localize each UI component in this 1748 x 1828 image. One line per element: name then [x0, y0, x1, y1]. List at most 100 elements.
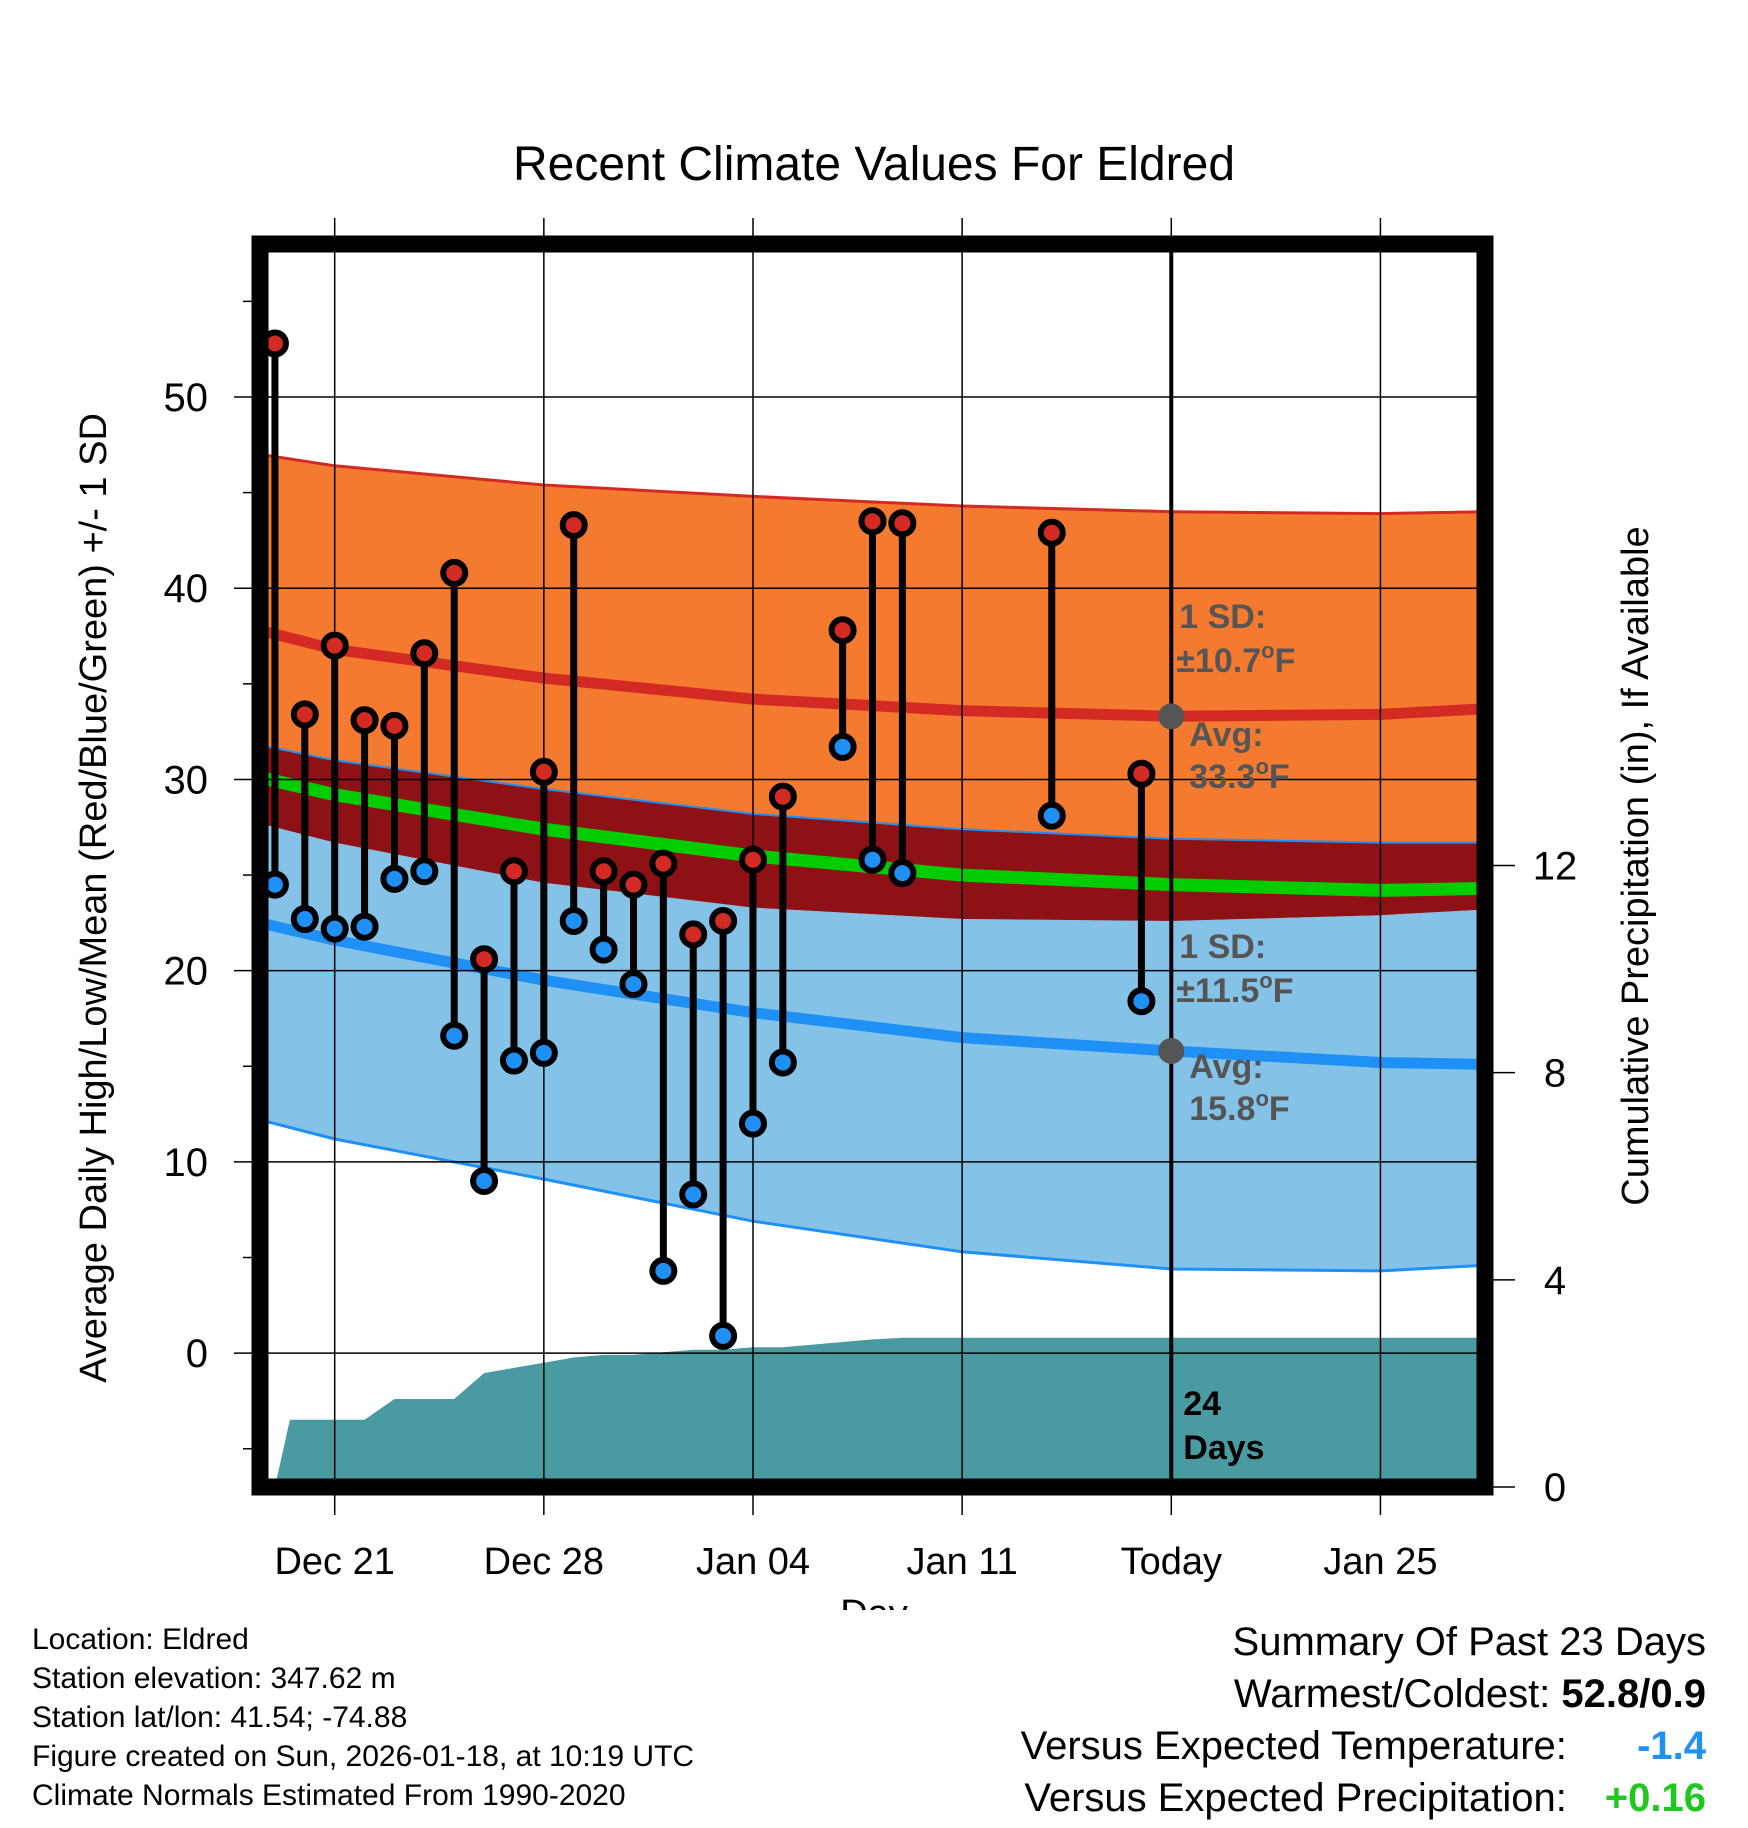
high-sd-value: ±10.7oF — [1176, 638, 1295, 680]
observed-high-point — [768, 782, 797, 811]
today-low-avg-marker — [1158, 1037, 1185, 1064]
summary-panel: Summary Of Past 23 Days Warmest/Coldest:… — [1021, 1616, 1706, 1824]
y2-axis-label: Cumulative Precipitation (in), If Availa… — [1615, 526, 1657, 1205]
observed-high-point — [290, 700, 319, 729]
y-tick-label: 30 — [164, 758, 209, 802]
today-high-avg-marker — [1158, 703, 1185, 730]
x-tick-label: Jan 25 — [1323, 1541, 1437, 1583]
y-axis-label: Average Daily High/Low/Mean (Red/Blue/Gr… — [73, 413, 115, 1383]
elevation-text: Station elevation: 347.62 m — [32, 1662, 396, 1695]
days-word: Days — [1183, 1429, 1264, 1467]
observed-low-point — [709, 1321, 738, 1350]
observed-low-point — [499, 1046, 528, 1075]
observed-low-point — [888, 859, 917, 888]
observed-low-point — [828, 732, 857, 761]
y2-tick-label: 0 — [1544, 1466, 1566, 1510]
observed-low-point — [619, 970, 648, 999]
observed-high-point — [410, 639, 439, 668]
observed-high-point — [559, 511, 588, 540]
precip-diff-row: Versus Expected Precipitation: +0.16 — [1021, 1772, 1706, 1824]
observed-low-point — [679, 1180, 708, 1209]
station-info: Location: Eldred Station elevation: 347.… — [32, 1620, 694, 1815]
low-avg-value: 15.8oF — [1189, 1086, 1289, 1128]
observed-high-point — [679, 920, 708, 949]
normal-high-line — [260, 624, 1485, 722]
observed-high-point — [738, 845, 767, 874]
normals-period-text: Climate Normals Estimated From 1990-2020 — [32, 1779, 626, 1812]
plot-frame — [251, 235, 1494, 1496]
observed-low-point — [290, 905, 319, 934]
latlon-text: Station lat/lon: 41.54; -74.88 — [32, 1701, 408, 1734]
observed-high-point — [470, 945, 499, 974]
observed-high-point — [320, 631, 349, 660]
observed-high-point — [709, 906, 738, 935]
created-text: Figure created on Sun, 2026-01-18, at 10… — [32, 1740, 695, 1773]
location-text: Location: Eldred — [32, 1623, 249, 1656]
y2-tick-label: 4 — [1544, 1259, 1566, 1303]
high-sd-label: 1 SD: — [1179, 598, 1266, 636]
y2-tick-label: 8 — [1544, 1052, 1566, 1096]
climate-chart: Recent Climate Values For Eldred 1 SD:±1… — [73, 138, 1657, 1610]
observed-low-point — [768, 1048, 797, 1077]
observed-high-point — [350, 706, 379, 735]
observed-low-point — [410, 857, 439, 886]
warm-cold-label: Warmest/Coldest: — [1233, 1672, 1551, 1716]
observed-low-point — [320, 914, 349, 943]
low-avg-label: Avg: — [1189, 1048, 1263, 1086]
y-tick-label: 20 — [164, 950, 209, 994]
observed-low-point — [380, 864, 409, 893]
x-tick-label: Dec 28 — [484, 1541, 604, 1583]
observed-high-point — [1037, 518, 1066, 547]
low-sd-value: ±11.5oF — [1176, 968, 1293, 1010]
observed-high-point — [380, 711, 409, 740]
precip-diff-label: Versus Expected Precipitation: — [1024, 1776, 1567, 1820]
chart-title: Recent Climate Values For Eldred — [513, 138, 1235, 191]
observed-high-point — [888, 509, 917, 538]
observed-low-point — [350, 912, 379, 941]
low-minus-sd-line — [260, 1118, 1485, 1273]
normal-low-line — [260, 917, 1485, 1070]
low-sd-label: 1 SD: — [1179, 928, 1266, 966]
high-avg-label: Avg: — [1189, 716, 1263, 754]
high-minus-sd-line — [260, 744, 1485, 844]
observed-high-point — [499, 857, 528, 886]
precip-diff-value: +0.16 — [1604, 1776, 1706, 1820]
observed-high-point — [589, 857, 618, 886]
observed-low-point — [1127, 987, 1156, 1016]
observed-high-point — [529, 757, 558, 786]
observed-low-point — [1037, 801, 1066, 830]
high-avg-value: 33.3oF — [1189, 754, 1289, 796]
summary-title: Summary Of Past 23 Days — [1232, 1620, 1706, 1664]
x-tick-label: Dec 21 — [274, 1541, 394, 1583]
observed-high-point — [440, 558, 469, 587]
observed-low-point — [559, 906, 588, 935]
observed-high-point — [858, 507, 887, 536]
x-tick-label: Jan 04 — [696, 1541, 810, 1583]
observed-low-point — [649, 1256, 678, 1285]
observed-low-point — [858, 845, 887, 874]
x-axis-label: Day — [840, 1593, 908, 1610]
y-tick-label: 40 — [164, 567, 209, 611]
observed-high-point — [619, 870, 648, 899]
y-tick-label: 10 — [164, 1141, 209, 1185]
days-count: 24 — [1183, 1385, 1221, 1423]
low-sd-band — [260, 823, 1485, 1271]
observed-low-point — [470, 1167, 499, 1196]
y-tick-label: 0 — [186, 1332, 208, 1376]
cumulative-precip-area — [260, 1337, 1485, 1487]
x-tick-label: Today — [1121, 1541, 1222, 1583]
normal-mean-line — [260, 771, 1485, 897]
y-tick-label: 50 — [164, 376, 209, 420]
temp-diff-row: Versus Expected Temperature: -1.4 — [1021, 1720, 1706, 1772]
observed-low-point — [738, 1109, 767, 1138]
warm-cold-row: Warmest/Coldest: 52.8/0.9 — [1021, 1668, 1706, 1720]
warm-cold-value: 52.8/0.9 — [1561, 1672, 1706, 1716]
observed-high-point — [828, 616, 857, 645]
temp-diff-label: Versus Expected Temperature: — [1020, 1724, 1567, 1768]
y2-tick-label: 12 — [1533, 845, 1578, 889]
observed-low-point — [440, 1021, 469, 1050]
observed-high-point — [649, 849, 678, 878]
high-plus-sd-line — [260, 452, 1485, 516]
